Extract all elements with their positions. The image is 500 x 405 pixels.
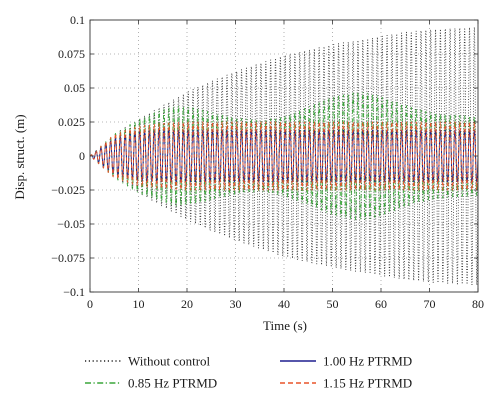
- legend-label-without-control: Without control: [128, 354, 211, 369]
- x-tick-label-2: 20: [181, 297, 193, 311]
- x-tick-label-3: 30: [230, 297, 242, 311]
- legend-label-100hz: 1.00 Hz PTRMD: [323, 354, 412, 369]
- y-tick-label-4: 0: [79, 149, 85, 163]
- legend-item-085hz: 0.85 Hz PTRMD: [85, 376, 217, 391]
- x-tick-label-8: 80: [472, 297, 484, 311]
- x-tick-label-0: 0: [87, 297, 93, 311]
- y-tick-label-8: −0.1: [63, 285, 85, 299]
- y-tick-label-1: 0.075: [58, 47, 85, 61]
- x-tick-label-7: 70: [424, 297, 436, 311]
- legend: Without control 0.85 Hz PTRMD 1.00 Hz PT…: [85, 354, 412, 391]
- x-tick-label-5: 50: [327, 297, 339, 311]
- axis-ticks: 0 10 20 30 40 50 60 70 80 0.1 0.075 0.05 0.025 0 −0.02…: [51, 13, 484, 311]
- x-tick-label-6: 60: [375, 297, 387, 311]
- y-tick-label-6: −0.05: [57, 217, 85, 231]
- y-tick-label-7: −0.075: [51, 251, 85, 265]
- x-tick-label-4: 40: [278, 297, 290, 311]
- x-tick-label-1: 10: [133, 297, 145, 311]
- legend-label-085hz: 0.85 Hz PTRMD: [128, 376, 217, 391]
- legend-label-115hz: 1.15 Hz PTRMD: [323, 376, 412, 391]
- legend-item-without-control: Without control: [85, 354, 211, 369]
- y-tick-label-3: 0.025: [58, 115, 85, 129]
- y-tick-label-2: 0.05: [64, 81, 85, 95]
- y-axis-label: Disp. struct. (m): [12, 114, 27, 199]
- series-line-3: [90, 121, 478, 191]
- y-tick-label-0: 0.1: [70, 13, 85, 27]
- y-tick-label-5: −0.025: [51, 183, 85, 197]
- legend-item-100hz: 1.00 Hz PTRMD: [280, 354, 412, 369]
- x-axis-label: Time (s): [263, 318, 307, 333]
- legend-item-115hz: 1.15 Hz PTRMD: [280, 376, 412, 391]
- series-group: [90, 26, 478, 286]
